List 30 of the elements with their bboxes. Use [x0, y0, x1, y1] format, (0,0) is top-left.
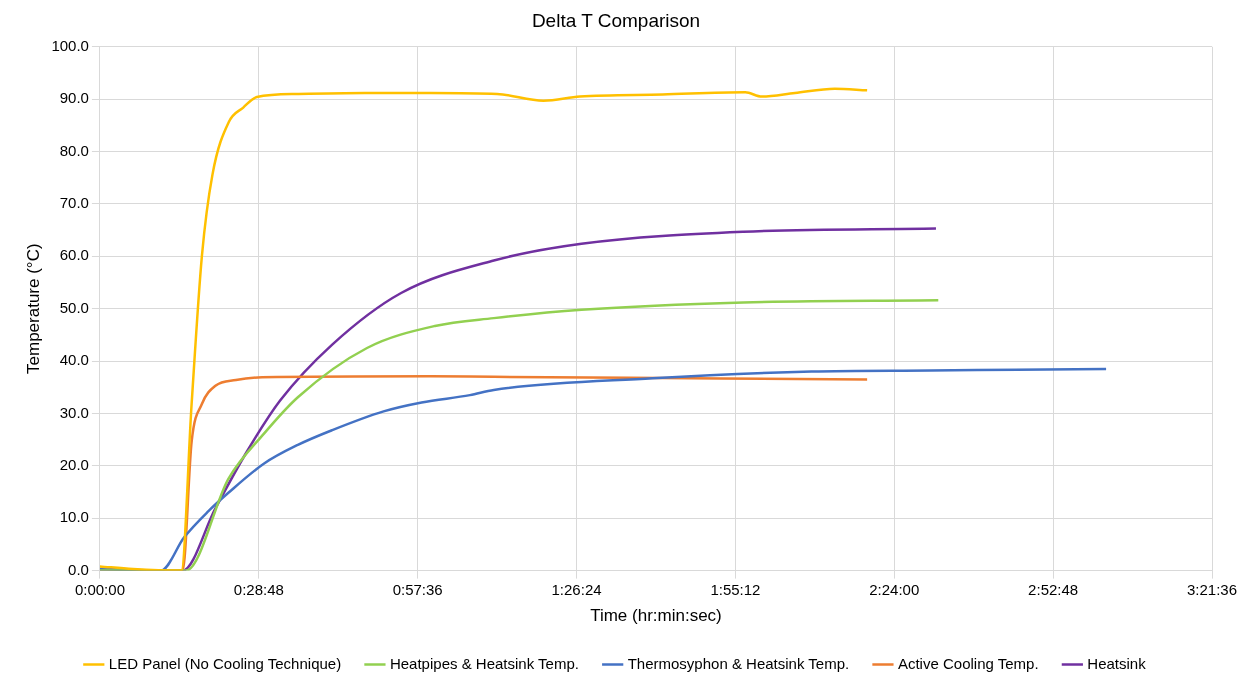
x-tick-label: 1:26:24 — [551, 580, 602, 598]
legend-label: Thermosyphon & Heatsink Temp. — [627, 654, 850, 672]
x-axis-title: Time (hr:min:sec) — [590, 606, 722, 626]
legend-label: Heatsink — [1087, 654, 1147, 672]
y-tick-label: 40.0 — [59, 351, 89, 369]
y-axis-title: Temperature (°C) — [23, 243, 43, 374]
line-series — [99, 367, 1108, 571]
y-tick-label: 70.0 — [59, 194, 89, 212]
x-tick-label: 0:57:36 — [392, 580, 443, 598]
x-tick-label: 1:55:12 — [710, 580, 761, 598]
y-tick-label: 0.0 — [68, 560, 89, 578]
x-tick-label: 2:24:00 — [869, 580, 920, 598]
x-tick-label: 2:52:48 — [1028, 580, 1079, 598]
legend-label: Heatpipes & Heatsink Temp. — [389, 654, 579, 672]
y-tick-label: 80.0 — [59, 141, 89, 159]
y-tick-label: 20.0 — [59, 455, 89, 473]
y-tick-label: 90.0 — [59, 89, 89, 107]
x-tick-label: 0:00:00 — [74, 580, 125, 598]
y-tick-label: 50.0 — [59, 298, 89, 316]
y-tick-label: 30.0 — [59, 403, 89, 421]
y-tick-label: 100.0 — [51, 36, 89, 54]
line-series — [99, 87, 869, 571]
legend-label: LED Panel (No Cooling Technique) — [108, 654, 342, 672]
y-tick-label: 10.0 — [59, 508, 89, 526]
chart-title: Delta T Comparison — [531, 9, 701, 31]
x-tick-label: 0:28:48 — [233, 580, 284, 598]
y-tick-label: 60.0 — [59, 246, 89, 264]
line-series — [99, 299, 940, 571]
x-tick-label: 3:21:36 — [1186, 580, 1238, 598]
legend-label: Active Cooling Temp. — [897, 654, 1039, 672]
